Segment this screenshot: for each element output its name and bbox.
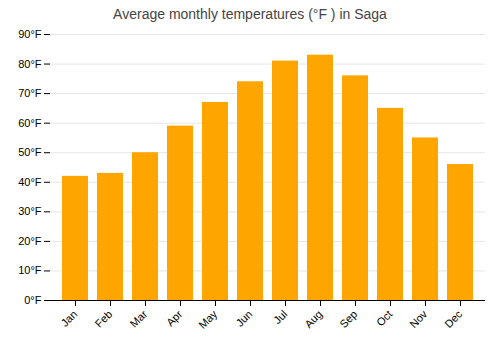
svg-text:Jul: Jul xyxy=(271,308,289,326)
svg-text:30°F: 30°F xyxy=(18,205,42,217)
svg-text:May: May xyxy=(196,307,220,331)
svg-text:20°F: 20°F xyxy=(18,235,42,247)
svg-text:70°F: 70°F xyxy=(18,87,42,99)
svg-text:Jan: Jan xyxy=(58,308,79,329)
svg-text:80°F: 80°F xyxy=(18,58,42,70)
svg-text:40°F: 40°F xyxy=(18,176,42,188)
html-text:Average monthly temperatures (: Average monthly temperatures (°F ) in Sa… xyxy=(113,6,387,22)
svg-text:Nov: Nov xyxy=(407,307,430,330)
svg-text:60°F: 60°F xyxy=(18,117,42,129)
svg-text:10°F: 10°F xyxy=(18,264,42,276)
svg-text:50°F: 50°F xyxy=(18,146,42,158)
svg-text:Oct: Oct xyxy=(374,308,395,329)
svg-text:Dec: Dec xyxy=(442,307,465,330)
svg-text:90°F: 90°F xyxy=(18,28,42,40)
svg-text:0°F: 0°F xyxy=(24,294,42,306)
svg-text:Apr: Apr xyxy=(164,308,185,329)
svg-text:Mar: Mar xyxy=(128,308,150,330)
svg-text:Feb: Feb xyxy=(93,308,115,330)
svg-text:Sep: Sep xyxy=(337,308,359,330)
svg-text:Aug: Aug xyxy=(302,308,324,330)
svg-text:Jun: Jun xyxy=(233,308,254,329)
